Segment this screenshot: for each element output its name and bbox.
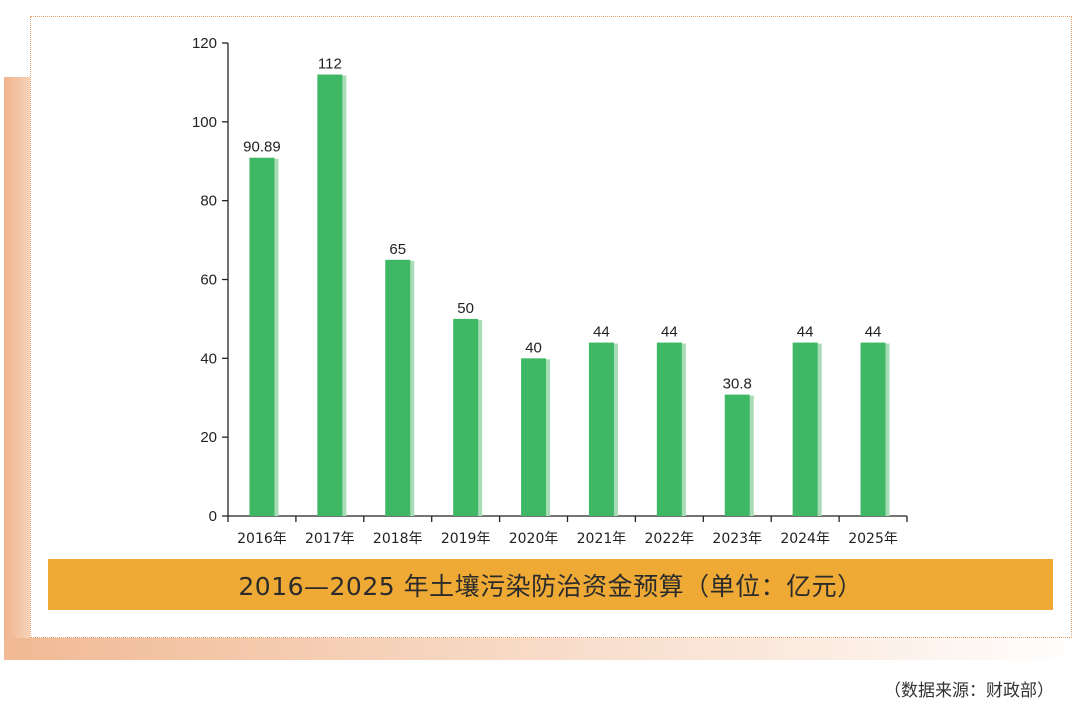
y-tick-label: 80 xyxy=(200,193,217,210)
bar xyxy=(317,74,343,517)
x-tick-label: 2024年 xyxy=(780,531,830,547)
x-tick-label: 2025年 xyxy=(848,531,898,547)
x-tick-label: 2018年 xyxy=(373,531,423,547)
x-axis: 2016年 2017年 2018年 2019年 2020年 2021年 2022年 2023年… xyxy=(227,515,908,547)
bar-value-label: 44 xyxy=(865,324,882,341)
chart-panel xyxy=(30,16,1072,638)
y-tick-label: 120 xyxy=(192,35,217,52)
bar-value-label: 40 xyxy=(525,339,542,356)
y-tick-label: 40 xyxy=(200,350,217,367)
bar xyxy=(656,342,682,516)
chart-title: 2016—2025 年土壤污染防治资金预算（单位：亿元） xyxy=(238,571,863,601)
bar-value-label: 90.89 xyxy=(243,139,281,156)
y-tick-label: 0 xyxy=(209,508,217,525)
bar-value-label: 50 xyxy=(457,300,474,317)
bar xyxy=(860,342,886,516)
bar xyxy=(249,157,275,516)
bar xyxy=(521,358,547,516)
bars xyxy=(249,74,890,517)
bar-value-label: 30.8 xyxy=(723,376,752,393)
y-tick-label: 100 xyxy=(192,114,217,131)
bar xyxy=(385,259,411,516)
x-tick-label: 2020年 xyxy=(509,531,559,547)
bar xyxy=(588,342,614,516)
bar xyxy=(453,318,479,516)
bar-value-label: 112 xyxy=(318,56,342,73)
x-tick-label: 2022年 xyxy=(645,531,695,547)
x-tick-label: 2021年 xyxy=(577,531,627,547)
bar-value-label: 65 xyxy=(389,241,406,258)
data-source-note: （数据来源：财政部） xyxy=(884,681,1054,701)
bar-value-label: 44 xyxy=(593,324,610,341)
x-tick-label: 2019年 xyxy=(441,531,491,547)
x-tick-label: 2023年 xyxy=(712,531,762,547)
bar xyxy=(792,342,818,516)
x-tick-label: 2017年 xyxy=(305,531,355,547)
bar-value-label: 44 xyxy=(797,324,814,341)
y-axis: 0 20 40 60 80 100 120 xyxy=(192,35,229,525)
frame-bottom-band xyxy=(4,638,1080,660)
frame-left-band xyxy=(4,77,30,660)
value-labels: 90.89 112 65 50 40 44 44 30.8 44 44 xyxy=(243,56,881,393)
chart-title-banner: 2016—2025 年土壤污染防治资金预算（单位：亿元） xyxy=(48,559,1053,610)
bar-value-label: 44 xyxy=(661,324,678,341)
y-tick-label: 60 xyxy=(200,272,217,289)
y-tick-label: 20 xyxy=(200,429,217,446)
x-tick-label: 2016年 xyxy=(237,531,287,547)
bar xyxy=(724,394,750,516)
